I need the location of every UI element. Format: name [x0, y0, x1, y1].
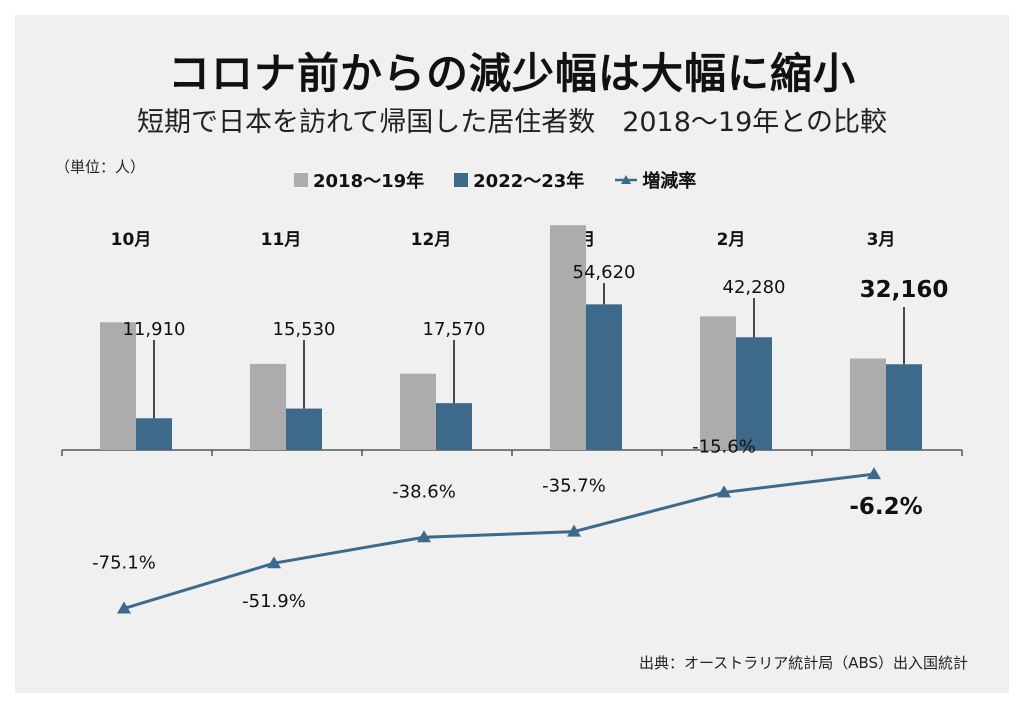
rate-marker [867, 467, 881, 480]
value-label: 11,910 [123, 319, 186, 340]
legend-item-series2: 2022〜23年 [454, 167, 584, 193]
bar-2022-23 [286, 408, 322, 450]
category-label: 11月 [261, 230, 302, 250]
rate-line [123, 472, 875, 610]
bar-2018-19 [850, 358, 886, 450]
category-label: 2月 [717, 230, 746, 250]
bar-2022-23 [136, 418, 172, 450]
rate-label: -6.2% [849, 494, 922, 520]
rate-marker [567, 524, 581, 537]
bar-2022-23 [436, 403, 472, 450]
legend-label-series1: 2018〜19年 [313, 171, 425, 192]
rate-marker [417, 530, 431, 543]
bar-2022-23 [736, 337, 772, 450]
legend-line-marker-icon [615, 175, 638, 184]
source-note: 出典：オーストラリア統計局（ABS）出入国統計 [638, 654, 968, 672]
rate-label: -15.6% [692, 436, 756, 457]
value-label: 15,530 [273, 319, 336, 340]
value-label: 17,570 [423, 319, 486, 340]
legend-label-series3: 増減率 [642, 171, 697, 192]
value-label: 42,280 [723, 277, 786, 298]
bar-2022-23 [586, 304, 622, 450]
bar-2018-19 [250, 363, 286, 450]
value-label: 54,620 [573, 262, 636, 283]
category-label: 3月 [867, 230, 896, 250]
unit-label: （単位：人） [55, 158, 146, 176]
bar-2018-19 [550, 225, 586, 450]
category-label: 12月 [411, 230, 452, 250]
rate-label: -51.9% [242, 591, 306, 612]
bar-2022-23 [886, 364, 922, 450]
category-label: 10月 [111, 230, 152, 250]
legend-label-series2: 2022〜23年 [473, 171, 585, 192]
legend-swatch-series2 [454, 173, 469, 187]
rate-marker [717, 485, 731, 498]
rate-label: -38.6% [392, 481, 456, 502]
bar-2018-19 [400, 373, 436, 450]
legend-swatch-series1 [294, 173, 308, 187]
legend-item-series1: 2018〜19年 [294, 167, 424, 193]
bar-2018-19 [700, 316, 736, 450]
value-label: 32,160 [860, 277, 949, 303]
legend: 2018〜19年 2022〜23年 増減率 [294, 167, 726, 193]
chart-title: コロナ前からの減少幅は大幅に縮小 [167, 49, 856, 98]
rate-label: -35.7% [542, 476, 606, 497]
rate-marker [267, 556, 281, 569]
legend-item-series3: 増減率 [614, 167, 696, 193]
bar-2018-19 [100, 322, 136, 450]
chart-subtitle: 短期で日本を訪れて帰国した居住者数 2018〜19年との比較 [137, 107, 887, 138]
chart-background [15, 15, 1009, 693]
rate-label: -75.1% [92, 552, 156, 573]
rate-marker [117, 601, 131, 614]
